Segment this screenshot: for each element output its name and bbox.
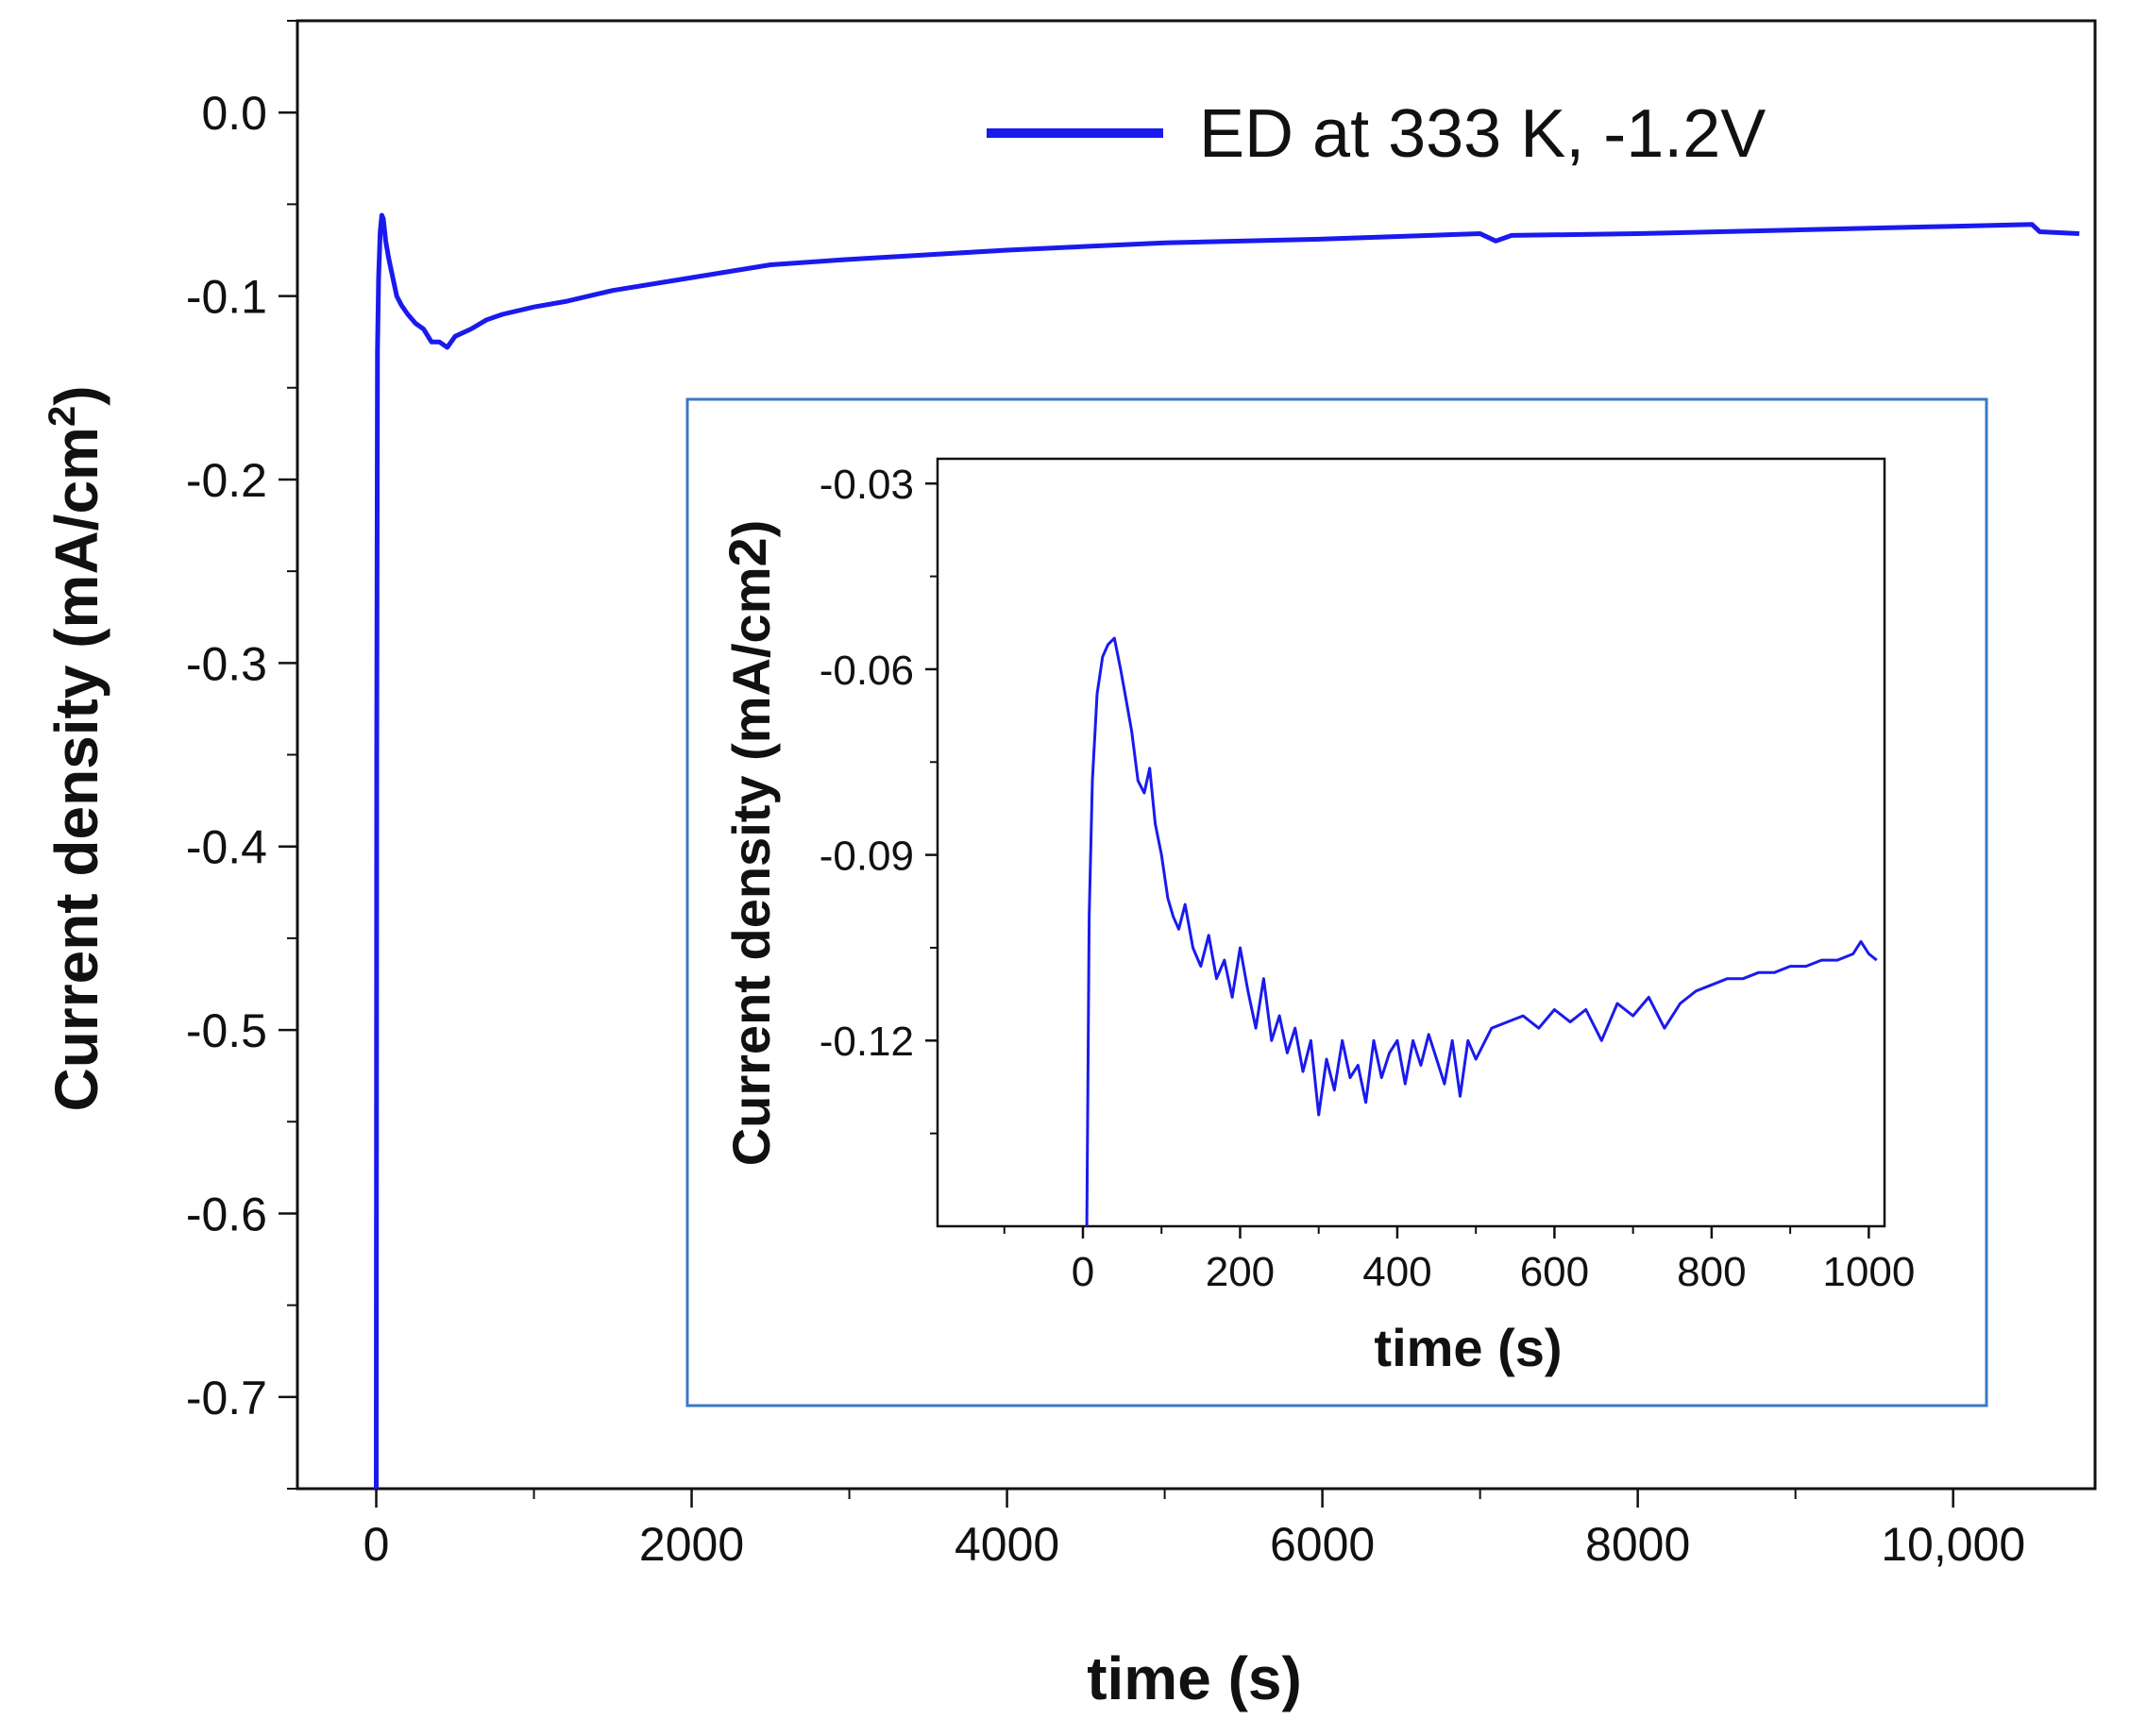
inset-x-tick-label: 1000 <box>1822 1249 1915 1295</box>
inset-plot-frame <box>936 457 1886 1228</box>
inset-y-axis-title-close: ) <box>721 520 781 538</box>
inset-x-tick-label: 200 <box>1206 1249 1275 1295</box>
inset-x-tick-label: 600 <box>1520 1249 1589 1295</box>
main-y-axis: 0.0 -0.1 -0.2 -0.3 -0.4 -0.5 -0.6 -0.7 <box>186 20 297 1490</box>
main-x-tick-label: 6000 <box>1270 1518 1375 1571</box>
inset-y-axis: -0.03 -0.06 -0.09 -0.12 <box>820 462 938 1135</box>
legend-label: ED at 333 K, -1.2V <box>1199 96 1766 172</box>
inset-y-axis-title: Current density (mA/cm2) <box>718 520 781 1167</box>
main-x-axis: 0 2000 4000 6000 8000 10,000 <box>363 1489 2025 1571</box>
main-x-tick-label: 8000 <box>1585 1518 1690 1571</box>
inset-series-line <box>1085 636 1878 1227</box>
inset-x-axis-title: time (s) <box>1374 1318 1562 1377</box>
inset-y-tick-label: -0.12 <box>820 1019 914 1065</box>
main-x-axis-title: time (s) <box>1087 1644 1302 1712</box>
main-y-axis-title-text: Current density (mA/cm <box>42 427 110 1111</box>
main-y-tick-label: 0.0 <box>201 87 267 140</box>
main-x-tick-label: 4000 <box>955 1518 1059 1571</box>
main-x-tick-label: 10,000 <box>1881 1518 2025 1571</box>
legend: ED at 333 K, -1.2V <box>987 96 1766 172</box>
inset-y-tick-label: -0.03 <box>820 462 914 508</box>
main-y-axis-title: Current density (mA/cm2) <box>42 385 110 1111</box>
inset-y-axis-title-superscript: 2 <box>718 537 777 566</box>
main-y-axis-title-superscript: 2 <box>42 406 83 427</box>
main-y-tick-label: -0.7 <box>186 1372 267 1424</box>
main-y-axis-title-close: ) <box>42 385 110 405</box>
main-x-tick-label: 0 <box>363 1518 390 1571</box>
main-y-tick-label: -0.5 <box>186 1004 267 1057</box>
inset-x-tick-label: 400 <box>1362 1249 1431 1295</box>
inset-x-axis: 0 200 400 600 800 1000 <box>1003 1226 1915 1295</box>
inset-border <box>685 397 1988 1407</box>
inset-y-tick-label: -0.09 <box>820 833 914 879</box>
main-y-tick-label: -0.2 <box>186 454 267 507</box>
main-series-line <box>374 212 2080 1490</box>
main-y-tick-label: -0.3 <box>186 637 267 690</box>
inset-y-tick-label: -0.06 <box>820 648 914 694</box>
main-plot-area <box>374 212 2080 1490</box>
inset-y-axis-title-text: Current density (mA/cm <box>721 567 781 1167</box>
main-y-tick-label: -0.1 <box>186 271 267 324</box>
inset-plot-area <box>1085 636 1878 1227</box>
main-y-tick-label: -0.6 <box>186 1188 267 1240</box>
inset-x-tick-label: 800 <box>1677 1249 1746 1295</box>
main-x-tick-label: 2000 <box>639 1518 744 1571</box>
main-y-tick-label: -0.4 <box>186 821 267 874</box>
inset-x-tick-label: 0 <box>1072 1249 1094 1295</box>
